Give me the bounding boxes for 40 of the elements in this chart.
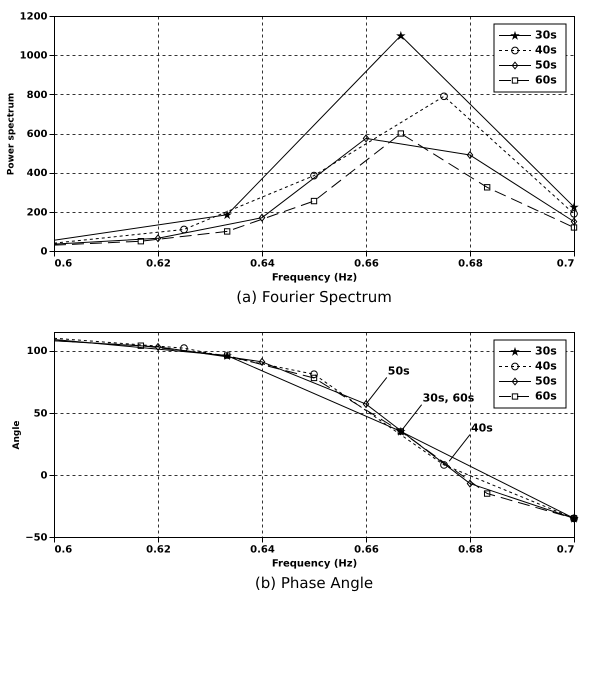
y-axis-title: Angle (12, 420, 22, 450)
x-tick-label: 0.7 (556, 258, 575, 270)
legend-label: 40s (535, 44, 558, 56)
x-tick-label: 0.64 (250, 544, 275, 556)
x-tick-label: 0.6 (54, 258, 72, 270)
y-tick-label: 1200 (20, 12, 48, 22)
x-tick-label: 0.68 (458, 544, 483, 556)
x-tick-label: 0.64 (250, 258, 275, 270)
x-tick-label: 0.62 (146, 258, 171, 270)
y-tick-label: 100 (26, 346, 48, 358)
annotation: 40s (471, 422, 494, 435)
y-axis-title: Power spectrum (6, 92, 17, 176)
legend-label: 50s (535, 58, 558, 72)
text: (b) Phase Angle (254, 574, 374, 592)
legend-label: 60s (535, 390, 558, 402)
legend-label: 50s (535, 374, 558, 388)
annotation: 30s, 60s (422, 392, 475, 405)
legend-label: 60s (535, 74, 558, 86)
x-axis-title: Frequency (Hz) (272, 272, 358, 284)
x-tick-label: 0.62 (146, 544, 171, 556)
y-tick-label: 0 (40, 470, 48, 482)
legend-label: 40s (535, 360, 558, 372)
y-tick-label: −50 (25, 532, 48, 544)
y-tick-label: 50 (34, 408, 48, 420)
y-tick-label: 200 (26, 207, 48, 218)
legend-label: 30s (535, 28, 558, 42)
y-tick-label: 0 (40, 246, 48, 258)
y-tick-label: 400 (26, 168, 48, 180)
y-tick-label: 1000 (20, 50, 48, 62)
legend-label: 30s (535, 344, 558, 358)
y-tick-label: 800 (26, 90, 48, 101)
y-tick-label: 600 (26, 129, 48, 140)
annotation: 50s (388, 364, 410, 378)
x-tick-label: 0.68 (458, 258, 483, 270)
x-tick-label: 0.66 (354, 544, 379, 556)
x-tick-label: 0.7 (556, 544, 575, 556)
x-axis-title: Frequency (Hz) (272, 558, 358, 570)
x-tick-label: 0.66 (354, 258, 379, 270)
x-tick-label: 0.6 (54, 544, 72, 556)
text: (a) Fourier Spectrum (236, 288, 392, 306)
